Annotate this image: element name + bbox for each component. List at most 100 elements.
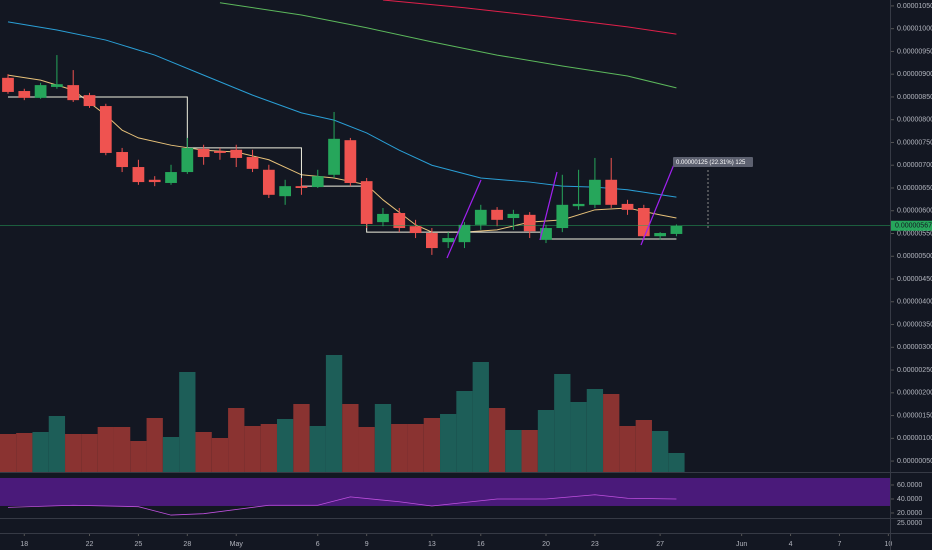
y-tick-label: 0.00000700 bbox=[897, 162, 932, 169]
candle-body bbox=[67, 85, 80, 101]
candle-body bbox=[523, 214, 536, 232]
volume-bar bbox=[440, 414, 457, 472]
candle-body bbox=[426, 233, 438, 249]
candle-body bbox=[540, 228, 552, 240]
volume-bar bbox=[211, 438, 229, 472]
candle-body bbox=[605, 179, 618, 205]
volume-bar bbox=[391, 424, 408, 472]
candle-body bbox=[2, 77, 14, 92]
volume-bar bbox=[472, 362, 489, 472]
measure-box bbox=[673, 157, 753, 167]
volume-bar bbox=[342, 404, 359, 472]
volume-bar bbox=[374, 404, 392, 472]
volume-bar bbox=[635, 420, 652, 472]
candle-body bbox=[279, 186, 292, 197]
indicator-line bbox=[7, 21, 677, 198]
candle-body bbox=[442, 238, 455, 243]
volume-bar bbox=[358, 427, 375, 472]
volume-bar bbox=[651, 431, 669, 472]
volume-bar bbox=[554, 374, 571, 472]
rsi-line bbox=[7, 494, 677, 516]
volume-bar bbox=[113, 427, 131, 472]
volume-bar bbox=[505, 430, 522, 472]
x-tick-label: 27 bbox=[656, 541, 664, 548]
volume-bar bbox=[407, 424, 424, 472]
candle-body bbox=[230, 149, 243, 158]
candle-body bbox=[621, 203, 634, 210]
x-tick-label: May bbox=[230, 541, 244, 548]
x-tick-label: 25 bbox=[135, 541, 143, 548]
volume-bar bbox=[16, 433, 33, 472]
candle-body bbox=[181, 147, 194, 173]
y-tick-label: 0.00000550 bbox=[897, 230, 932, 237]
candle-body bbox=[556, 204, 569, 229]
volume-bar bbox=[309, 426, 326, 472]
y-tick-label: 0.00000100 bbox=[897, 435, 932, 442]
y-tick-label: 0.00000350 bbox=[897, 321, 932, 328]
candle-body bbox=[409, 226, 422, 234]
volume-bar bbox=[162, 437, 180, 472]
volume-bar bbox=[603, 394, 620, 472]
candle-body bbox=[507, 213, 520, 219]
y-tick-label: 0.00000650 bbox=[897, 185, 932, 192]
candle-body bbox=[474, 209, 487, 225]
candle-body bbox=[295, 186, 308, 188]
last-price-label: 0.00000567 bbox=[895, 223, 932, 230]
y-tick-label: 0.00000450 bbox=[897, 276, 932, 283]
x-tick-label: 22 bbox=[86, 541, 94, 548]
y-tick-label: 0.00000900 bbox=[897, 71, 932, 78]
volume-bar bbox=[65, 434, 82, 472]
y-tick-label: 0.00000050 bbox=[897, 458, 932, 465]
y-tick-label: 0.00000800 bbox=[897, 117, 932, 124]
y-tick-label: 0.00000950 bbox=[897, 48, 932, 55]
volume-bar bbox=[32, 432, 49, 472]
indicator-line bbox=[382, 0, 677, 35]
candle-body bbox=[637, 208, 650, 237]
candle-body bbox=[116, 152, 128, 168]
candle-body bbox=[654, 233, 666, 237]
drawing-line bbox=[446, 179, 482, 259]
volume-bar bbox=[586, 389, 604, 472]
x-tick-label: 6 bbox=[316, 541, 320, 548]
indicator-line bbox=[219, 2, 677, 89]
x-tick-label: 9 bbox=[365, 541, 369, 548]
volume-bar bbox=[537, 410, 555, 472]
candle-body bbox=[458, 224, 471, 243]
y-tick-label: 0.00000200 bbox=[897, 390, 932, 397]
candle-body bbox=[589, 179, 601, 205]
x-tick-label: Jun bbox=[736, 541, 747, 548]
volume-bar bbox=[619, 426, 636, 472]
volume-bar bbox=[570, 402, 587, 472]
volume-bar bbox=[325, 355, 343, 472]
x-tick-label: 10 bbox=[884, 541, 892, 548]
volume-bar bbox=[423, 418, 441, 472]
volume-bar bbox=[244, 426, 261, 472]
candle-body bbox=[360, 181, 373, 224]
rsi-tick-label: 20.0000 bbox=[897, 510, 922, 517]
candle-body bbox=[328, 138, 340, 175]
rsi-band bbox=[0, 477, 890, 506]
candle-body bbox=[18, 91, 31, 98]
candle-body bbox=[34, 85, 47, 98]
y-tick-label: 0.00000500 bbox=[897, 253, 932, 260]
rsi-tick-label: 40.0000 bbox=[897, 496, 922, 503]
x-tick-label: 23 bbox=[591, 541, 599, 548]
drawing-line bbox=[640, 161, 676, 246]
candle-body bbox=[670, 225, 683, 234]
volume-bar bbox=[456, 391, 473, 472]
x-tick-label: 28 bbox=[183, 541, 191, 548]
y-tick-label: 0.00000850 bbox=[897, 94, 932, 101]
candle-body bbox=[572, 203, 585, 207]
y-tick-label: 0.00000150 bbox=[897, 412, 932, 419]
x-tick-label: 7 bbox=[838, 541, 842, 548]
candle-body bbox=[377, 213, 389, 223]
volume-bar bbox=[521, 430, 538, 472]
x-tick-label: 18 bbox=[20, 541, 28, 548]
y-tick-label: 0.00000400 bbox=[897, 299, 932, 306]
volume-bar bbox=[668, 453, 685, 472]
volume-bar bbox=[488, 408, 506, 472]
volume-bar bbox=[130, 441, 147, 472]
candle-body bbox=[393, 213, 406, 229]
candle-body bbox=[214, 151, 226, 153]
